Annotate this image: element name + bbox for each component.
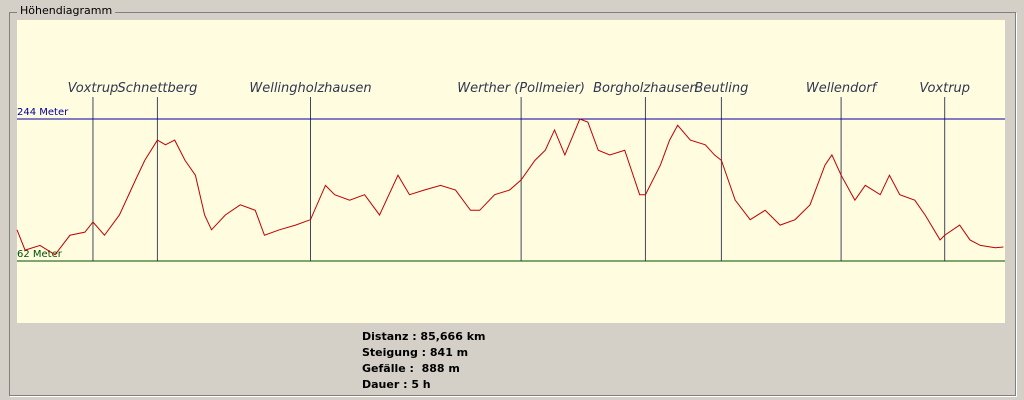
waypoint-label: Voxtrup — [919, 81, 970, 96]
stat: Steigung : 841 m — [362, 346, 469, 359]
waypoint-label: Schnettberg — [117, 81, 197, 96]
group-title: Höhendiagramm — [17, 4, 116, 17]
waypoint-label: Wellingholzhausen — [249, 81, 371, 96]
plot-area — [17, 20, 1005, 323]
waypoint-label: Borgholzhausen — [593, 81, 698, 96]
reference-label: 62 Meter — [17, 249, 63, 260]
waypoint-label: Beutling — [694, 81, 748, 96]
stat: Gefälle : 888 m — [362, 362, 460, 375]
waypoint-label: Voxtrup — [68, 81, 119, 96]
reference-label: 244 Meter — [17, 107, 69, 118]
chart: Voxtrup Schnettberg Wellingholzhausen Werth… — [16, 20, 1005, 323]
group-box — [9, 12, 1016, 396]
elevation-line — [16, 118, 1004, 256]
stat: Distanz : 85,666 km — [362, 330, 486, 343]
waypoint-label: Werther (Pollmeier) — [457, 81, 585, 96]
waypoint-label: Wellendorf — [806, 81, 879, 96]
stat: Dauer : 5 h — [362, 378, 431, 391]
